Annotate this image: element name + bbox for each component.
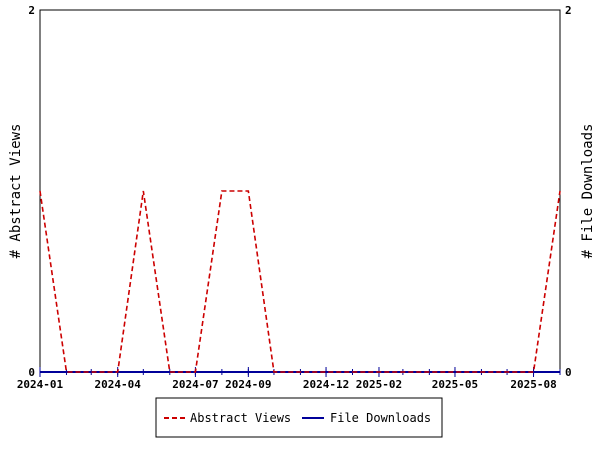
series-layer bbox=[39, 190, 561, 373]
x-tick-label: 2024-07 bbox=[172, 378, 218, 391]
x-tick-label: 2025-08 bbox=[510, 378, 556, 391]
legend-label-file-downloads: File Downloads bbox=[330, 411, 431, 425]
series-line-abstract-views bbox=[39, 190, 561, 373]
y-right-axis-title: # File Downloads bbox=[580, 124, 596, 259]
x-tick-label: 2024-04 bbox=[95, 378, 142, 391]
legend: Abstract Views File Downloads bbox=[155, 397, 443, 438]
y-right-tick-top: 2 bbox=[565, 4, 572, 17]
x-tick-label: 2024-01 bbox=[17, 378, 64, 391]
y-left-tick-top: 2 bbox=[28, 4, 35, 17]
x-tick-label: 2024-12 bbox=[303, 378, 349, 391]
plot-area bbox=[39, 9, 561, 373]
x-tick-label: 2025-05 bbox=[432, 378, 478, 391]
x-axis-labels: 2024-01 2024-04 2024-07 2024-09 2024-12 2025-… bbox=[17, 367, 557, 391]
y-left-tick-bottom: 0 bbox=[28, 366, 35, 379]
x-tick-label: 2025-02 bbox=[356, 378, 402, 391]
x-tick-label: 2024-09 bbox=[225, 378, 271, 391]
legend-label-abstract-views: Abstract Views bbox=[190, 411, 291, 425]
y-left-axis-title: # Abstract Views bbox=[8, 124, 24, 259]
y-right-tick-bottom: 0 bbox=[565, 366, 572, 379]
legend-box bbox=[155, 397, 443, 438]
